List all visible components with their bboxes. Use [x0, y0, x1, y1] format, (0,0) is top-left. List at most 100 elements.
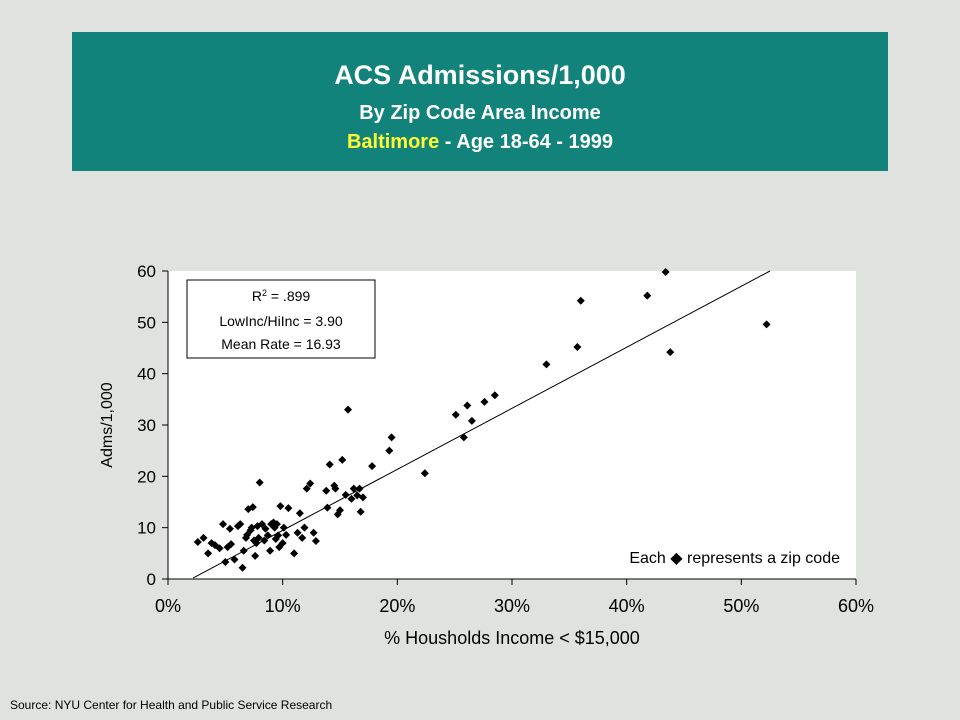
data-point: [480, 397, 489, 406]
data-point: [661, 268, 670, 277]
y-tick-label: 10: [137, 519, 156, 538]
data-points: [193, 268, 771, 572]
data-point: [261, 524, 270, 533]
data-point: [204, 549, 213, 558]
y-tick-label: 20: [137, 467, 156, 486]
data-point: [272, 520, 281, 529]
data-point: [227, 540, 236, 549]
data-point: [260, 536, 269, 545]
data-point: [344, 405, 353, 414]
title-banner: ACS Admissions/1,000 By Zip Code Area In…: [72, 32, 888, 171]
y-tick-label: 40: [137, 365, 156, 384]
source-note: Source: NYU Center for Health and Public…: [10, 698, 333, 712]
legend-note: Each ◆ represents a zip code: [629, 550, 840, 567]
data-point: [300, 523, 309, 532]
x-tick-label: 20%: [379, 596, 415, 616]
data-point: [243, 530, 252, 539]
data-point: [451, 410, 460, 419]
data-point: [349, 484, 358, 493]
chart-title: ACS Admissions/1,000: [334, 60, 626, 90]
data-point: [290, 549, 299, 558]
data-point: [302, 484, 311, 493]
data-point: [341, 490, 350, 499]
r-squared-value: = .899: [267, 288, 310, 304]
stats-box: [186, 279, 376, 359]
data-point: [293, 528, 302, 537]
data-point: [368, 462, 377, 471]
data-point: [238, 563, 247, 572]
data-point: [251, 551, 260, 560]
x-axis-ticks: 0% 10% 20% 30% 40% 50% 60%: [155, 579, 874, 616]
data-point: [325, 460, 334, 469]
y-tick-label: 60: [137, 262, 156, 281]
data-point: [323, 503, 332, 512]
data-point: [542, 360, 551, 369]
data-point: [278, 539, 287, 548]
data-point: [274, 531, 283, 540]
data-point: [643, 291, 652, 300]
data-point: [309, 528, 318, 537]
data-point: [666, 348, 675, 357]
data-point: [298, 533, 307, 542]
r-squared-label: R2 = .899: [252, 288, 311, 304]
income-ratio-label: LowInc/HiInc = 3.90: [219, 313, 343, 329]
x-tick-label: 50%: [723, 596, 759, 616]
data-point: [490, 391, 499, 400]
chart-subtitle: By Zip Code Area Income: [359, 102, 601, 124]
x-tick-label: 30%: [494, 596, 530, 616]
chart-subtitle-detail: Baltimore - Age 18-64 - 1999: [72, 131, 888, 154]
y-tick-label: 30: [137, 416, 156, 435]
data-point: [282, 530, 291, 539]
data-point: [420, 469, 429, 478]
data-point: [255, 478, 264, 487]
data-point: [762, 320, 771, 329]
data-point: [459, 433, 468, 442]
data-point: [236, 520, 245, 529]
data-point: [355, 484, 364, 493]
y-tick-label: 0: [147, 570, 156, 589]
city-label: Baltimore: [346, 131, 440, 153]
x-axis-label: % Housholds Income < $15,000: [384, 628, 640, 648]
data-point: [573, 342, 582, 351]
data-point: [338, 455, 347, 464]
data-point: [239, 546, 248, 555]
data-point: [385, 446, 394, 455]
data-point: [311, 537, 320, 546]
data-point: [356, 507, 365, 516]
x-tick-label: 40%: [609, 596, 645, 616]
x-tick-label: 0%: [155, 596, 181, 616]
data-point: [336, 506, 344, 515]
data-point: [358, 493, 367, 502]
data-point: [284, 504, 293, 513]
data-point: [219, 520, 228, 529]
age-year-label: - Age 18-64 - 1999: [439, 131, 614, 153]
data-point: [221, 558, 230, 567]
data-point: [463, 401, 472, 410]
x-tick-label: 10%: [265, 596, 301, 616]
data-point: [276, 502, 285, 511]
data-point: [322, 486, 331, 495]
data-point: [295, 509, 304, 518]
data-point: [263, 531, 272, 540]
data-point: [266, 546, 275, 555]
r-squared-r: R: [252, 288, 262, 304]
data-point: [258, 520, 267, 529]
data-point: [387, 433, 396, 442]
data-point: [199, 533, 208, 542]
x-tick-label: 60%: [838, 596, 874, 616]
data-point: [215, 544, 224, 553]
data-point: [193, 538, 202, 547]
y-axis-label: Adms/1,000: [99, 382, 116, 467]
y-axis-ticks: 0 10 20 30 40 50 60: [137, 262, 168, 589]
data-point: [306, 479, 315, 488]
data-point: [230, 555, 239, 564]
y-tick-label: 50: [137, 313, 156, 332]
data-point: [279, 523, 288, 532]
data-point: [248, 503, 257, 512]
data-point: [576, 296, 585, 305]
r-squared-sup: 2: [262, 288, 267, 298]
mean-rate-label: Mean Rate = 16.93: [221, 336, 341, 352]
data-point: [247, 523, 256, 532]
trend-line: [192, 270, 771, 579]
